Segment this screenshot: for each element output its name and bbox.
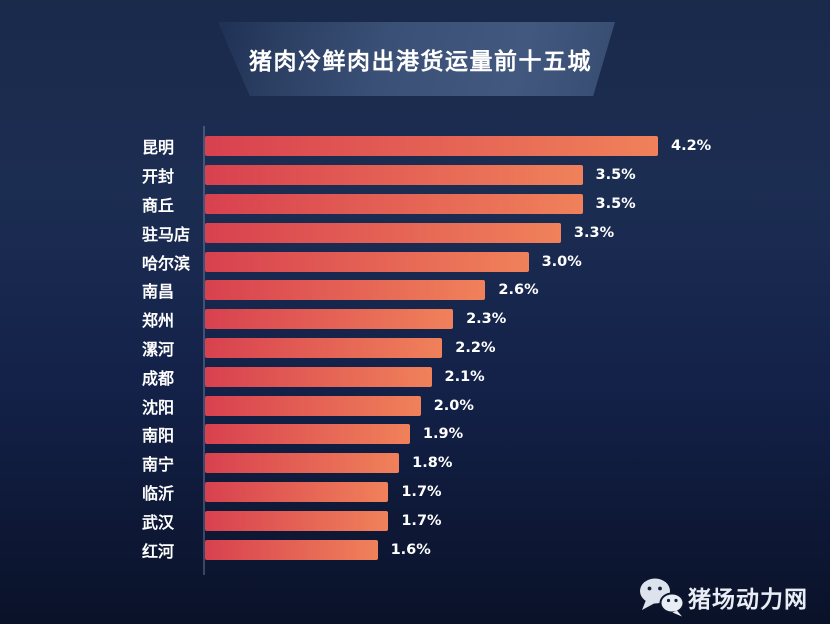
bar — [205, 481, 389, 502]
wechat-icon — [640, 578, 685, 617]
bar — [205, 337, 443, 358]
value-label: 2.6% — [498, 282, 539, 299]
bar — [205, 136, 658, 157]
value-label: 1.6% — [390, 541, 431, 558]
category-label: 沈阳 — [142, 397, 175, 417]
title-banner: 猪肉冷鲜肉出港货运量前十五城 — [218, 22, 615, 96]
category-label: 南阳 — [142, 426, 175, 446]
category-label: 成都 — [142, 368, 175, 388]
bar-row: 南昌 2.6% — [0, 276, 830, 305]
bar-row: 南宁 1.8% — [0, 449, 830, 478]
bar-row: 商丘 3.5% — [0, 190, 830, 219]
value-label: 2.0% — [433, 397, 474, 414]
category-label: 漯河 — [142, 339, 175, 359]
bar — [205, 395, 421, 416]
category-label: 开封 — [142, 167, 175, 187]
bar-row: 郑州 2.3% — [0, 305, 830, 334]
brand-watermark: 猪场动力网 — [639, 577, 808, 617]
category-label: 南昌 — [142, 282, 175, 302]
bar-row: 昆明 4.2% — [0, 132, 830, 161]
bar — [205, 165, 583, 186]
bar — [205, 309, 454, 330]
bar-row: 开封 3.5% — [0, 161, 830, 190]
category-label: 昆明 — [142, 138, 175, 158]
category-label: 郑州 — [142, 311, 175, 331]
value-label: 1.7% — [401, 483, 442, 500]
bar-row: 南阳 1.9% — [0, 420, 830, 449]
bar-row: 武汉 1.7% — [0, 506, 830, 535]
bar — [205, 453, 400, 474]
value-label: 2.3% — [466, 311, 507, 328]
bar-row: 漯河 2.2% — [0, 334, 830, 363]
value-label: 3.5% — [595, 195, 636, 212]
bar-row: 成都 2.1% — [0, 362, 830, 391]
chart-title: 猪肉冷鲜肉出港货运量前十五城 — [249, 49, 592, 75]
value-label: 2.1% — [444, 368, 485, 385]
y-axis-line — [203, 126, 205, 575]
bar — [205, 280, 486, 301]
value-label: 1.7% — [401, 512, 442, 529]
bar — [205, 366, 432, 387]
bar — [205, 539, 378, 560]
value-label: 2.2% — [455, 339, 496, 356]
category-label: 武汉 — [142, 512, 175, 532]
bar — [205, 510, 389, 531]
bar — [205, 251, 529, 272]
bar-row: 临沂 1.7% — [0, 478, 830, 507]
value-label: 4.2% — [671, 138, 712, 155]
value-label: 3.3% — [573, 224, 615, 241]
bar-row: 沈阳 2.0% — [0, 391, 830, 420]
value-label: 1.8% — [412, 455, 453, 472]
category-label: 南宁 — [142, 455, 175, 475]
bar-row: 哈尔滨 3.0% — [0, 247, 830, 276]
bar — [205, 424, 410, 445]
category-label: 哈尔滨 — [142, 253, 191, 273]
category-label: 驻马店 — [142, 224, 191, 244]
brand-name: 猪场动力网 — [688, 587, 808, 613]
bar — [205, 193, 583, 214]
bar-chart: 昆明 4.2% 开封 3.5% 商丘 3.5% 驻马店 3.3% 哈尔滨 3.0% 南昌 2.6% 郑州… — [0, 132, 830, 564]
bar — [205, 222, 561, 243]
value-label: 1.9% — [422, 426, 464, 443]
value-label: 3.5% — [595, 167, 636, 184]
bar-row: 红河 1.6% — [0, 535, 830, 564]
bar-row: 驻马店 3.3% — [0, 218, 830, 247]
category-label: 临沂 — [142, 483, 175, 503]
category-label: 红河 — [142, 541, 175, 561]
value-label: 3.0% — [541, 253, 582, 270]
category-label: 商丘 — [142, 195, 175, 215]
